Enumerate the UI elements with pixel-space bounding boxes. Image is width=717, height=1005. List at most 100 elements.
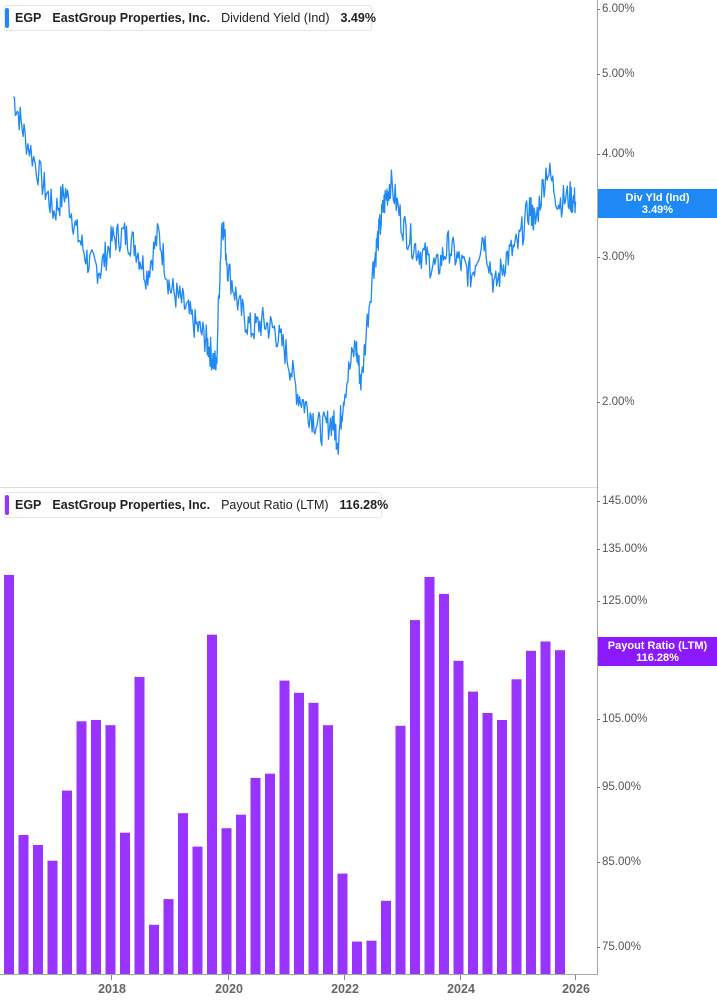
payout-bar[interactable] xyxy=(279,680,290,974)
tick-mark xyxy=(597,947,600,948)
payout-plot-area xyxy=(0,487,598,975)
y-tick-label: 135.00% xyxy=(602,543,648,555)
payout-bar[interactable] xyxy=(76,721,87,974)
panel-divider xyxy=(0,487,597,488)
y-tick-label: 2.00% xyxy=(602,396,635,408)
payout-bar[interactable] xyxy=(236,814,246,974)
tick-mark xyxy=(597,9,600,10)
dividend-yield-panel: EGP EastGroup Properties, Inc. Dividend … xyxy=(0,0,717,487)
payout-bar[interactable] xyxy=(47,860,58,974)
payout-bar[interactable] xyxy=(149,924,159,974)
payout-bar[interactable] xyxy=(134,676,145,974)
dividend-yield-line-chart xyxy=(12,96,577,455)
x-tick-label: 2018 xyxy=(98,982,126,996)
payout-bar[interactable] xyxy=(265,773,275,974)
x-tick-label: 2020 xyxy=(215,982,243,996)
payout-bar[interactable] xyxy=(352,941,362,974)
y-tick-label: 3.00% xyxy=(602,251,635,263)
yield-plot-area xyxy=(0,0,598,487)
payout-bar[interactable] xyxy=(337,873,348,974)
tick-mark xyxy=(597,154,600,155)
y-tick-label: 85.00% xyxy=(602,856,642,868)
payout-bar[interactable] xyxy=(540,641,551,975)
payout-bar[interactable] xyxy=(207,634,217,974)
payout-bar[interactable] xyxy=(482,713,493,974)
tick-mark xyxy=(597,549,600,550)
x-tick-label: 2024 xyxy=(447,982,475,996)
payout-bar[interactable] xyxy=(105,725,116,974)
y-tick-label: 105.00% xyxy=(602,713,648,725)
payout-bar[interactable] xyxy=(497,720,507,974)
y-tick-label: 5.00% xyxy=(602,68,635,80)
payout-bar[interactable] xyxy=(439,593,449,974)
payout-bar[interactable] xyxy=(294,692,304,974)
tick-mark xyxy=(460,975,461,980)
tick-mark xyxy=(597,787,600,788)
y-tick-label: 6.00% xyxy=(602,3,635,15)
payout-bar[interactable] xyxy=(366,940,377,974)
payout-bar[interactable] xyxy=(18,835,29,974)
payout-bar[interactable] xyxy=(468,691,478,974)
payout-bar[interactable] xyxy=(4,574,14,974)
legend-metric: Payout Ratio (LTM) xyxy=(221,498,329,512)
yield-value-flag: Div Yld (Ind) 3.49% xyxy=(598,189,717,218)
payout-ratio-bar-chart xyxy=(4,574,565,975)
x-axis xyxy=(0,974,598,975)
payout-bar[interactable] xyxy=(120,832,130,974)
payout-bar[interactable] xyxy=(555,650,565,974)
tick-mark xyxy=(597,402,600,403)
payout-bar[interactable] xyxy=(424,577,435,974)
payout-bar[interactable] xyxy=(163,899,174,974)
tick-mark xyxy=(111,975,112,980)
payout-bar[interactable] xyxy=(395,725,406,974)
payout-bar[interactable] xyxy=(381,900,391,974)
payout-bar[interactable] xyxy=(323,725,333,974)
payout-bar[interactable] xyxy=(62,790,72,974)
payout-bar[interactable] xyxy=(221,828,232,974)
tick-mark xyxy=(597,719,600,720)
payout-ratio-panel: EGP EastGroup Properties, Inc. Payout Ra… xyxy=(0,487,717,975)
x-tick-label: 2022 xyxy=(331,982,359,996)
y-tick-label: 125.00% xyxy=(602,595,648,607)
tick-mark xyxy=(575,975,576,980)
dividend-yield-line xyxy=(12,96,577,455)
y-tick-label: 4.00% xyxy=(602,148,635,160)
tick-mark xyxy=(597,862,600,863)
flag-label: Div Yld (Ind) xyxy=(625,192,690,204)
payout-bar[interactable] xyxy=(526,650,536,974)
flag-value: 116.28% xyxy=(636,652,679,664)
flag-value: 3.49% xyxy=(641,204,674,216)
payout-bar[interactable] xyxy=(33,845,43,974)
legend-value: 116.28% xyxy=(339,498,389,512)
y-tick-label: 95.00% xyxy=(602,781,642,793)
tick-mark xyxy=(597,601,600,602)
legend-value: 3.49% xyxy=(340,11,376,25)
tick-mark xyxy=(597,74,600,75)
flag-label: Payout Ratio (LTM) xyxy=(607,640,708,652)
tick-mark xyxy=(597,257,600,258)
legend-company: EastGroup Properties, Inc. xyxy=(52,11,211,25)
payout-bar[interactable] xyxy=(308,702,319,974)
payout-bar[interactable] xyxy=(178,813,188,974)
yield-legend[interactable]: EGP EastGroup Properties, Inc. Dividend … xyxy=(4,5,376,31)
payout-legend-swatch xyxy=(5,495,9,515)
x-tick-label: 2026 xyxy=(562,982,590,996)
tick-mark xyxy=(597,501,600,502)
tick-mark xyxy=(228,975,229,980)
payout-value-flag: Payout Ratio (LTM) 116.28% xyxy=(598,637,717,666)
payout-bar[interactable] xyxy=(192,846,203,974)
tick-mark xyxy=(344,975,345,980)
legend-metric: Dividend Yield (Ind) xyxy=(221,11,330,25)
legend-company: EastGroup Properties, Inc. xyxy=(52,498,211,512)
payout-legend[interactable]: EGP EastGroup Properties, Inc. Payout Ra… xyxy=(4,492,388,518)
y-tick-label: 75.00% xyxy=(602,941,642,953)
legend-ticker: EGP xyxy=(15,498,42,512)
payout-bar[interactable] xyxy=(410,620,420,974)
payout-bar[interactable] xyxy=(453,660,464,974)
payout-bar[interactable] xyxy=(250,777,261,974)
legend-ticker: EGP xyxy=(15,11,42,25)
yield-legend-swatch xyxy=(5,8,9,28)
y-tick-label: 145.00% xyxy=(602,495,648,507)
payout-bar[interactable] xyxy=(511,679,522,974)
payout-bar[interactable] xyxy=(91,720,101,974)
